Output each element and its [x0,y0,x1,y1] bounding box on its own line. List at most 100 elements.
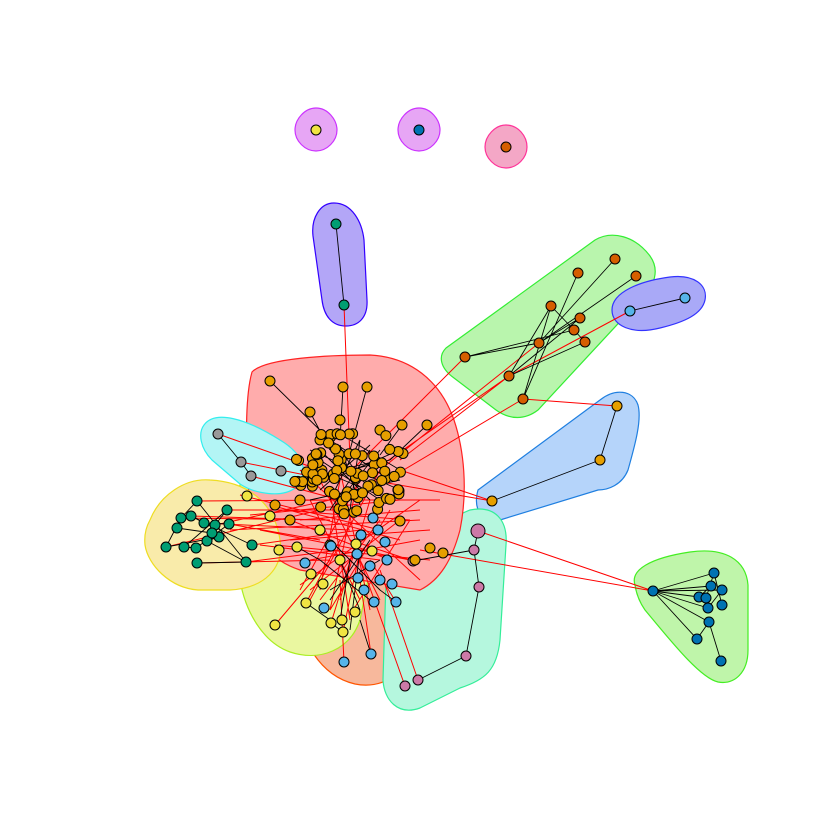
node [246,539,258,551]
node [365,648,377,660]
node [358,584,370,596]
hull-far-right-green [633,550,749,683]
node [269,499,281,511]
node [705,580,717,592]
node [212,428,224,440]
node [381,554,393,566]
node [340,491,352,503]
node [379,536,391,548]
node [221,504,233,516]
node [647,585,659,597]
node [299,557,311,569]
node [294,494,306,506]
node [332,455,344,467]
node [330,218,342,230]
node [394,515,406,527]
node [334,554,346,566]
node [703,616,715,628]
node [264,375,276,387]
node [572,267,584,279]
node [241,490,253,502]
node [361,381,373,393]
node [240,556,252,568]
node [503,370,515,382]
node [579,336,591,348]
nodes [160,124,728,692]
node [700,592,712,604]
node [691,633,703,645]
node [275,465,287,477]
node [245,470,257,482]
node [716,584,728,596]
node [594,454,606,466]
node [470,523,486,539]
node [624,305,636,317]
node [201,535,213,547]
node [160,541,172,553]
node [421,419,433,431]
node [357,470,369,482]
node [223,518,235,530]
node [367,467,378,479]
node [611,400,623,412]
node [384,443,396,455]
node [386,578,398,590]
node [325,617,337,629]
node [574,312,586,324]
node [702,602,714,614]
dense-nodes [241,375,449,668]
node [171,522,183,534]
node [533,337,545,349]
node [311,474,323,486]
node [460,650,472,662]
node [330,443,341,455]
node [345,465,357,477]
node [325,540,337,552]
node [716,599,728,611]
node [337,626,349,638]
node [190,542,202,554]
node [379,465,391,477]
node [357,487,368,499]
node [273,544,285,556]
node [307,459,319,471]
node [304,406,316,418]
node [364,560,376,572]
node [315,429,327,440]
node [366,545,378,557]
node [679,292,691,304]
node [198,517,210,529]
hull-violet-pair [611,275,706,331]
node [609,253,621,265]
node [328,473,340,484]
node [368,450,380,462]
node [413,124,425,136]
node [315,501,327,513]
node [473,581,485,593]
node [568,324,580,336]
node [289,475,301,487]
node [459,351,471,363]
node [390,596,402,608]
node [349,448,361,460]
node [352,572,364,584]
node [323,437,334,449]
node [437,547,449,559]
node [334,429,346,441]
node [284,514,296,526]
node [715,655,727,667]
node [409,554,421,566]
node [396,419,408,431]
node [349,606,361,618]
node [338,656,350,668]
node [372,485,384,497]
node [384,493,396,505]
node [388,470,400,482]
node [310,448,322,460]
node [178,541,190,553]
node [300,597,312,609]
node [235,456,247,468]
node [191,495,203,507]
node [206,527,218,539]
